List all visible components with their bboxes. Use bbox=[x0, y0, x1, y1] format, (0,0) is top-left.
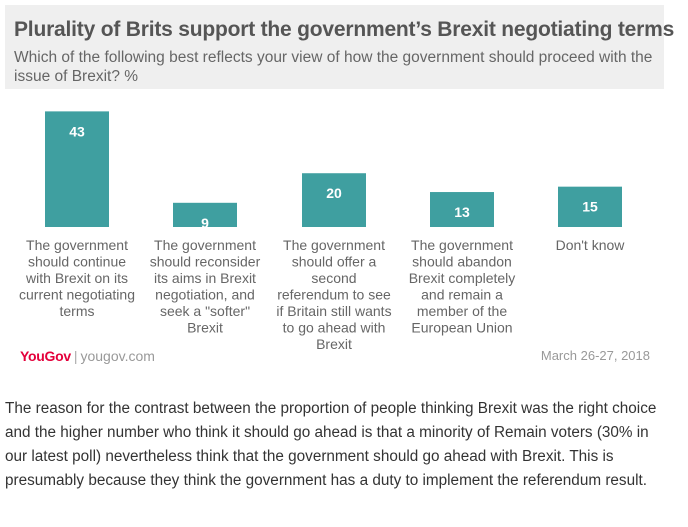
category-label: The government should abandon Brexit compl… bbox=[409, 237, 516, 336]
category-label: Don't know bbox=[556, 237, 626, 253]
chart-header: Plurality of Brits support the governmen… bbox=[5, 5, 674, 89]
bar-value-label: 43 bbox=[69, 123, 85, 139]
bar-chart: 43 The government should continue with Brex… bbox=[19, 111, 626, 352]
bar-3 bbox=[302, 173, 366, 227]
chart-subtitle: Which of the following best reflects you… bbox=[14, 49, 653, 85]
bar-1 bbox=[45, 111, 109, 227]
bar-value-label: 9 bbox=[201, 215, 209, 231]
category-label: The government should offer a second refere… bbox=[276, 237, 391, 352]
yougov-logo: YouGov | yougov.com bbox=[20, 348, 155, 364]
category-label: The government should continue with Brexit… bbox=[19, 237, 135, 319]
chart-title: Plurality of Brits support the governmen… bbox=[14, 18, 675, 41]
category-label: The government should reconsider its aims … bbox=[150, 237, 261, 336]
survey-date: March 26-27, 2018 bbox=[540, 348, 650, 363]
body-paragraph: The reason for the contrast between the … bbox=[5, 400, 657, 489]
logo-separator: | bbox=[73, 348, 78, 364]
bar-4 bbox=[430, 192, 494, 227]
bar-value-label: 20 bbox=[326, 185, 342, 201]
logo-brand: YouGov bbox=[20, 348, 71, 364]
bar-5 bbox=[558, 186, 622, 227]
bar-2 bbox=[173, 202, 237, 227]
bar-value-label: 15 bbox=[582, 199, 598, 215]
logo-url: yougov.com bbox=[80, 348, 155, 364]
bar-value-label: 13 bbox=[454, 204, 470, 220]
